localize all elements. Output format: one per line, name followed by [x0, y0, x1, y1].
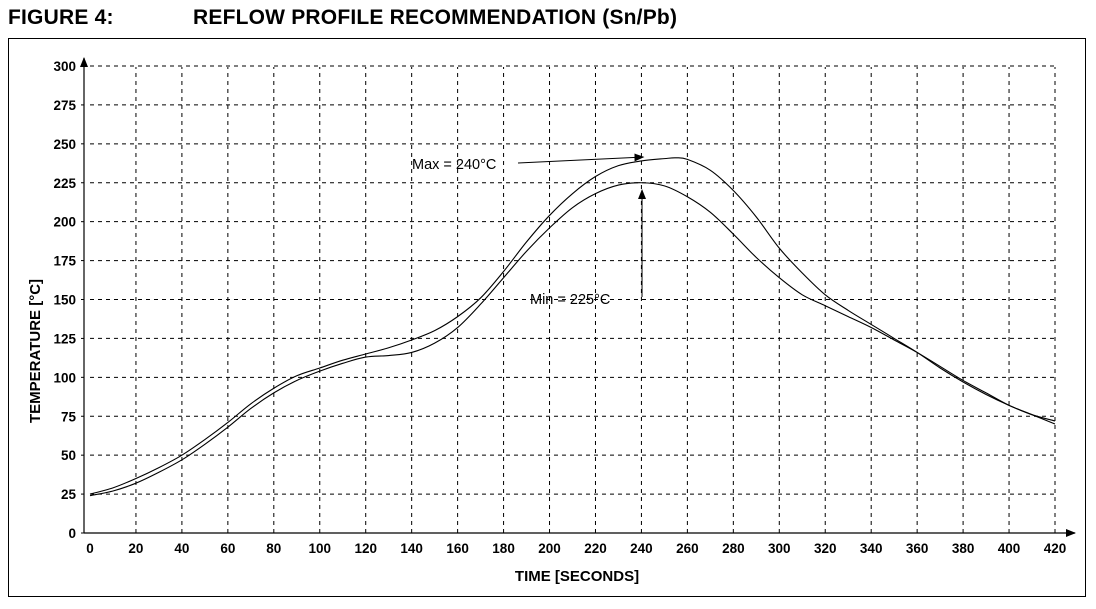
- y-tick-label: 175: [53, 254, 76, 269]
- x-tick-label: 120: [354, 541, 377, 556]
- y-tick-label: 25: [61, 487, 77, 502]
- annotations: Max = 240°C Min = 225°C: [412, 153, 647, 308]
- y-axis-title: TEMPERATURE [°C]: [27, 279, 44, 423]
- x-tick-label: 60: [220, 541, 235, 556]
- x-tick-label: 100: [308, 541, 331, 556]
- x-tick-label: 360: [906, 541, 929, 556]
- min-profile-line: [89, 182, 1056, 497]
- series: [89, 157, 1056, 497]
- x-tick-label: 400: [998, 541, 1021, 556]
- x-tick-label: 260: [676, 541, 699, 556]
- max-annotation-arrow: [517, 153, 645, 164]
- figure-number: FIGURE 4:: [8, 6, 114, 29]
- y-tick-label: 100: [53, 370, 76, 385]
- x-tick-label: 380: [952, 541, 975, 556]
- max-profile-line: [89, 157, 1056, 495]
- y-tick-label: 275: [53, 98, 76, 113]
- y-tick-label: 225: [53, 176, 76, 191]
- y-tick-label: 200: [53, 215, 76, 230]
- x-tick-label: 420: [1044, 541, 1067, 556]
- x-tick-label: 180: [492, 541, 515, 556]
- x-tick-label: 160: [446, 541, 469, 556]
- y-tick-label: 75: [61, 409, 77, 424]
- min-annotation-label: Min = 225°C: [530, 292, 610, 308]
- x-tick-label: 140: [400, 541, 423, 556]
- x-tick-label: 280: [722, 541, 745, 556]
- axes: [80, 57, 1076, 537]
- tick-labels: 0 20 40 60 80 100 120 140 160 180 200 220 240 260 280 3…: [53, 59, 1066, 556]
- x-tick-label: 220: [584, 541, 607, 556]
- x-tick-label: 20: [128, 541, 143, 556]
- x-tick-label: 240: [630, 541, 653, 556]
- max-annotation-label: Max = 240°C: [412, 157, 496, 173]
- x-tick-label: 80: [266, 541, 281, 556]
- x-tick-label: 200: [538, 541, 561, 556]
- x-tick-label: 300: [768, 541, 791, 556]
- gridlines: [90, 65, 1056, 533]
- figure-title: REFLOW PROFILE RECOMMENDATION (Sn/Pb): [193, 6, 678, 29]
- y-tick-label: 50: [61, 448, 76, 463]
- y-tick-label: 125: [53, 331, 76, 346]
- y-tick-label: 0: [68, 526, 76, 541]
- y-tick-label: 150: [53, 293, 76, 308]
- x-tick-label: 340: [860, 541, 883, 556]
- x-axis-title: TIME [SECONDS]: [515, 568, 639, 585]
- x-tick-label: 40: [174, 541, 189, 556]
- x-tick-label: 0: [86, 541, 94, 556]
- y-tick-label: 250: [53, 137, 76, 152]
- y-tick-label: 300: [53, 59, 76, 74]
- figure-frame: [8, 38, 1086, 597]
- x-tick-label: 320: [814, 541, 837, 556]
